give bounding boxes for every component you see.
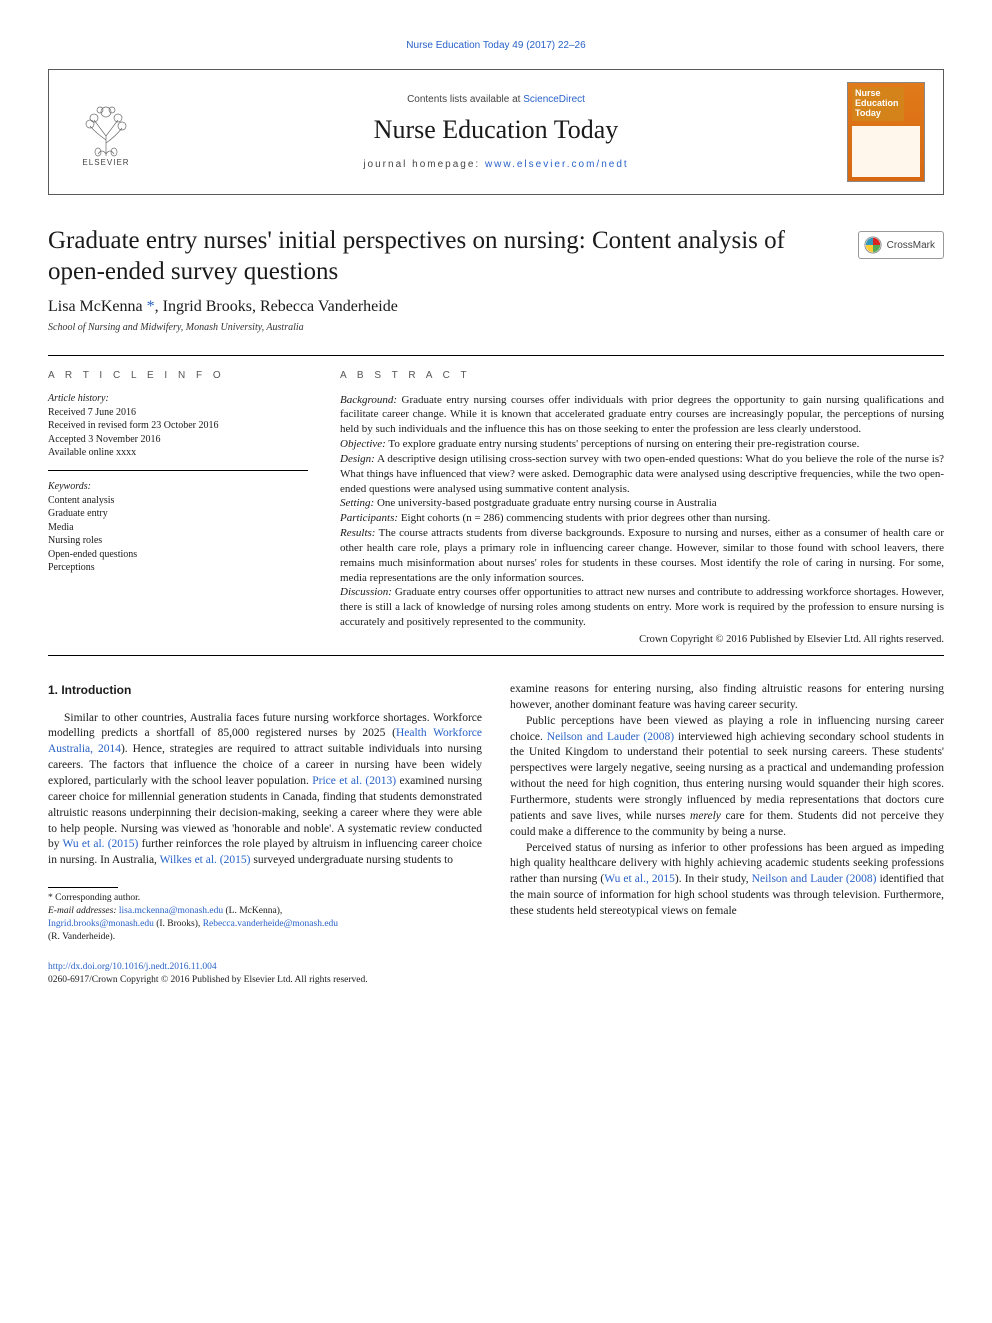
emails-line: E-mail addresses: lisa.mckenna@monash.ed… bbox=[48, 905, 482, 918]
body-col-right: examine reasons for entering nursing, al… bbox=[510, 682, 944, 943]
author-1: Lisa McKenna bbox=[48, 298, 143, 315]
abstract-col: A B S T R A C T Background: Graduate ent… bbox=[340, 370, 944, 646]
rule-above-abstract bbox=[48, 355, 944, 356]
intro-p3: Perceived status of nursing as inferior … bbox=[510, 841, 944, 920]
abs-text-2: A descriptive design utilising cross-sec… bbox=[340, 453, 944, 495]
corr-asterisk: * bbox=[147, 298, 155, 315]
doi-link[interactable]: http://dx.doi.org/10.1016/j.nedt.2016.11… bbox=[48, 962, 217, 972]
kw-0: Content analysis bbox=[48, 494, 308, 508]
keywords-heading: Keywords: bbox=[48, 481, 308, 492]
abs-text-6: Graduate entry courses offer opportuniti… bbox=[340, 586, 944, 628]
sciencedirect-link[interactable]: ScienceDirect bbox=[523, 94, 585, 105]
kw-3: Nursing roles bbox=[48, 534, 308, 548]
email-2[interactable]: Ingrid.brooks@monash.edu bbox=[48, 919, 154, 929]
journal-name: Nurse Education Today bbox=[163, 115, 829, 145]
doi-block: http://dx.doi.org/10.1016/j.nedt.2016.11… bbox=[48, 961, 944, 986]
cite-neilson2008-a[interactable]: Neilson and Lauder (2008) bbox=[547, 731, 674, 743]
elsevier-tree-icon bbox=[76, 98, 136, 158]
cite-wilkes2015[interactable]: Wilkes et al. (2015) bbox=[160, 854, 251, 866]
contents-line: Contents lists available at ScienceDirec… bbox=[163, 94, 829, 105]
kw-4: Open-ended questions bbox=[48, 548, 308, 562]
issn-copyright: 0260-6917/Crown Copyright © 2016 Publish… bbox=[48, 975, 368, 985]
history-heading: Article history: bbox=[48, 393, 308, 404]
cover-fill bbox=[852, 126, 920, 177]
email-1[interactable]: lisa.mckenna@monash.edu bbox=[119, 906, 223, 916]
cover-line3: Today bbox=[855, 108, 881, 118]
crossmark-label: CrossMark bbox=[887, 240, 935, 251]
abs-text-3: One university-based postgraduate gradua… bbox=[374, 497, 716, 509]
header-center: Contents lists available at ScienceDirec… bbox=[163, 94, 829, 170]
email-name-2: (I. Brooks), bbox=[154, 919, 203, 929]
abs-label-4: Participants: bbox=[340, 512, 398, 524]
abstract-body: Background: Graduate entry nursing cours… bbox=[340, 393, 944, 631]
intro-p3-b: ). In their study, bbox=[675, 873, 752, 885]
authors: Lisa McKenna *, Ingrid Brooks, Rebecca V… bbox=[48, 298, 944, 316]
crossmark-icon bbox=[864, 236, 882, 254]
author-3: Rebecca Vanderheide bbox=[260, 298, 398, 315]
journal-header: ELSEVIER Contents lists available at Sci… bbox=[48, 69, 944, 195]
kw-2: Media bbox=[48, 521, 308, 535]
abs-text-4: Eight cohorts (n = 286) commencing stude… bbox=[398, 512, 770, 524]
abs-label-6: Discussion: bbox=[340, 586, 392, 598]
corr-author-note: * Corresponding author. bbox=[48, 892, 482, 905]
emails-line-2: Ingrid.brooks@monash.edu (I. Brooks), Re… bbox=[48, 918, 482, 931]
intro-p1-e: surveyed undergraduate nursing students … bbox=[250, 854, 453, 866]
abstract-label: A B S T R A C T bbox=[340, 370, 944, 381]
email-3[interactable]: Rebecca.vanderheide@monash.edu bbox=[203, 919, 338, 929]
journal-cover: Nurse Education Today bbox=[847, 82, 925, 182]
email-name-3: (R. Vanderheide). bbox=[48, 931, 482, 944]
intro-p1: Similar to other countries, Australia fa… bbox=[48, 711, 482, 870]
intro-p2: Public perceptions have been viewed as p… bbox=[510, 714, 944, 841]
email-name-1: (L. McKenna), bbox=[223, 906, 282, 916]
body-col-left: 1. Introduction Similar to other countri… bbox=[48, 682, 482, 943]
history-0: Received 7 June 2016 bbox=[48, 406, 308, 420]
abstract-copyright: Crown Copyright © 2016 Published by Else… bbox=[340, 634, 944, 645]
abs-label-2: Design: bbox=[340, 453, 375, 465]
elsevier-logo: ELSEVIER bbox=[67, 88, 145, 176]
cover-line2: Education bbox=[855, 98, 899, 108]
homepage-link[interactable]: www.elsevier.com/nedt bbox=[485, 159, 629, 170]
contents-prefix: Contents lists available at bbox=[407, 94, 523, 105]
rule-below-abstract bbox=[48, 655, 944, 656]
cite-wu2015-b[interactable]: Wu et al., 2015 bbox=[604, 873, 675, 885]
article-history: Article history: Received 7 June 2016 Re… bbox=[48, 393, 308, 471]
article-info-label: A R T I C L E I N F O bbox=[48, 370, 308, 381]
history-1: Received in revised form 23 October 2016 bbox=[48, 419, 308, 433]
abs-label-3: Setting: bbox=[340, 497, 374, 509]
elsevier-label: ELSEVIER bbox=[82, 158, 129, 167]
author-2: Ingrid Brooks bbox=[163, 298, 252, 315]
abs-text-1: To explore graduate entry nursing studen… bbox=[386, 438, 860, 450]
article-info-col: A R T I C L E I N F O Article history: R… bbox=[48, 370, 308, 646]
homepage-line: journal homepage: www.elsevier.com/nedt bbox=[163, 159, 829, 170]
affiliation: School of Nursing and Midwifery, Monash … bbox=[48, 322, 944, 333]
journal-ref-top[interactable]: Nurse Education Today 49 (2017) 22–26 bbox=[48, 40, 944, 51]
homepage-prefix: journal homepage: bbox=[363, 159, 485, 170]
crossmark-badge[interactable]: CrossMark bbox=[858, 231, 944, 259]
intro-heading: 1. Introduction bbox=[48, 682, 482, 699]
history-2: Accepted 3 November 2016 bbox=[48, 433, 308, 447]
kw-1: Graduate entry bbox=[48, 507, 308, 521]
abs-label-0: Background: bbox=[340, 394, 397, 406]
article-title: Graduate entry nurses' initial perspecti… bbox=[48, 225, 808, 288]
abs-text-0: Graduate entry nursing courses offer ind… bbox=[340, 394, 944, 436]
cover-title: Nurse Education Today bbox=[852, 87, 904, 121]
history-3: Available online xxxx bbox=[48, 446, 308, 460]
cover-line1: Nurse bbox=[855, 88, 881, 98]
footnote-block: * Corresponding author. E-mail addresses… bbox=[48, 892, 482, 943]
abs-label-1: Objective: bbox=[340, 438, 386, 450]
emails-label: E-mail addresses: bbox=[48, 906, 119, 916]
keywords-block: Keywords: Content analysis Graduate entr… bbox=[48, 481, 308, 575]
cite-neilson2008-b[interactable]: Neilson and Lauder (2008) bbox=[752, 873, 877, 885]
abs-label-5: Results: bbox=[340, 527, 375, 539]
footnote-rule bbox=[48, 887, 118, 888]
intro-p2-em: merely bbox=[690, 810, 721, 822]
abs-text-5: The course attracts students from divers… bbox=[340, 527, 944, 584]
cite-price2013[interactable]: Price et al. (2013) bbox=[312, 775, 396, 787]
kw-5: Perceptions bbox=[48, 561, 308, 575]
intro-p2-b: interviewed high achieving secondary sch… bbox=[510, 731, 944, 822]
cite-wu2015[interactable]: Wu et al. (2015) bbox=[63, 838, 139, 850]
intro-p1-cont: examine reasons for entering nursing, al… bbox=[510, 682, 944, 714]
